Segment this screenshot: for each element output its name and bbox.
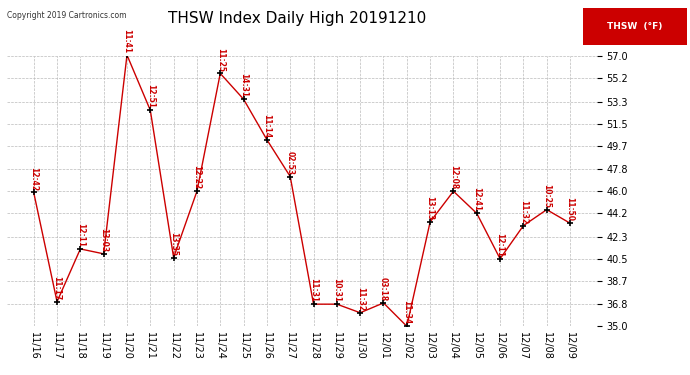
Text: 11:34: 11:34 <box>402 300 411 324</box>
Text: 11:25: 11:25 <box>216 48 225 72</box>
Text: 02:53: 02:53 <box>286 151 295 175</box>
Text: 03:18: 03:18 <box>379 277 388 301</box>
Text: 10:31: 10:31 <box>333 278 342 302</box>
Text: 12:51: 12:51 <box>146 84 155 108</box>
Text: Copyright 2019 Cartronics.com: Copyright 2019 Cartronics.com <box>7 11 126 20</box>
Text: 13:03: 13:03 <box>99 228 108 252</box>
Text: 12:41: 12:41 <box>472 188 481 211</box>
Text: 11:32: 11:32 <box>355 287 365 311</box>
Text: 11:32: 11:32 <box>519 200 528 224</box>
Text: 13:35: 13:35 <box>169 232 178 256</box>
Text: 11:17: 11:17 <box>52 276 61 300</box>
Text: THSW Index Daily High 20191210: THSW Index Daily High 20191210 <box>168 11 426 26</box>
Text: 12:22: 12:22 <box>193 165 201 189</box>
Text: 11:31: 11:31 <box>309 278 318 302</box>
Text: 11:41: 11:41 <box>123 29 132 53</box>
Text: 12:42: 12:42 <box>29 166 38 190</box>
Text: 14:31: 14:31 <box>239 73 248 98</box>
Text: 12:11: 12:11 <box>76 223 85 247</box>
Text: THSW  (°F): THSW (°F) <box>607 22 662 31</box>
Text: 13:13: 13:13 <box>426 196 435 220</box>
Text: 12:08: 12:08 <box>449 165 458 189</box>
Text: 12:11: 12:11 <box>495 233 504 257</box>
Text: 11:50: 11:50 <box>566 197 575 221</box>
Text: 10:25: 10:25 <box>542 184 551 208</box>
Text: 11:14: 11:14 <box>262 114 271 138</box>
